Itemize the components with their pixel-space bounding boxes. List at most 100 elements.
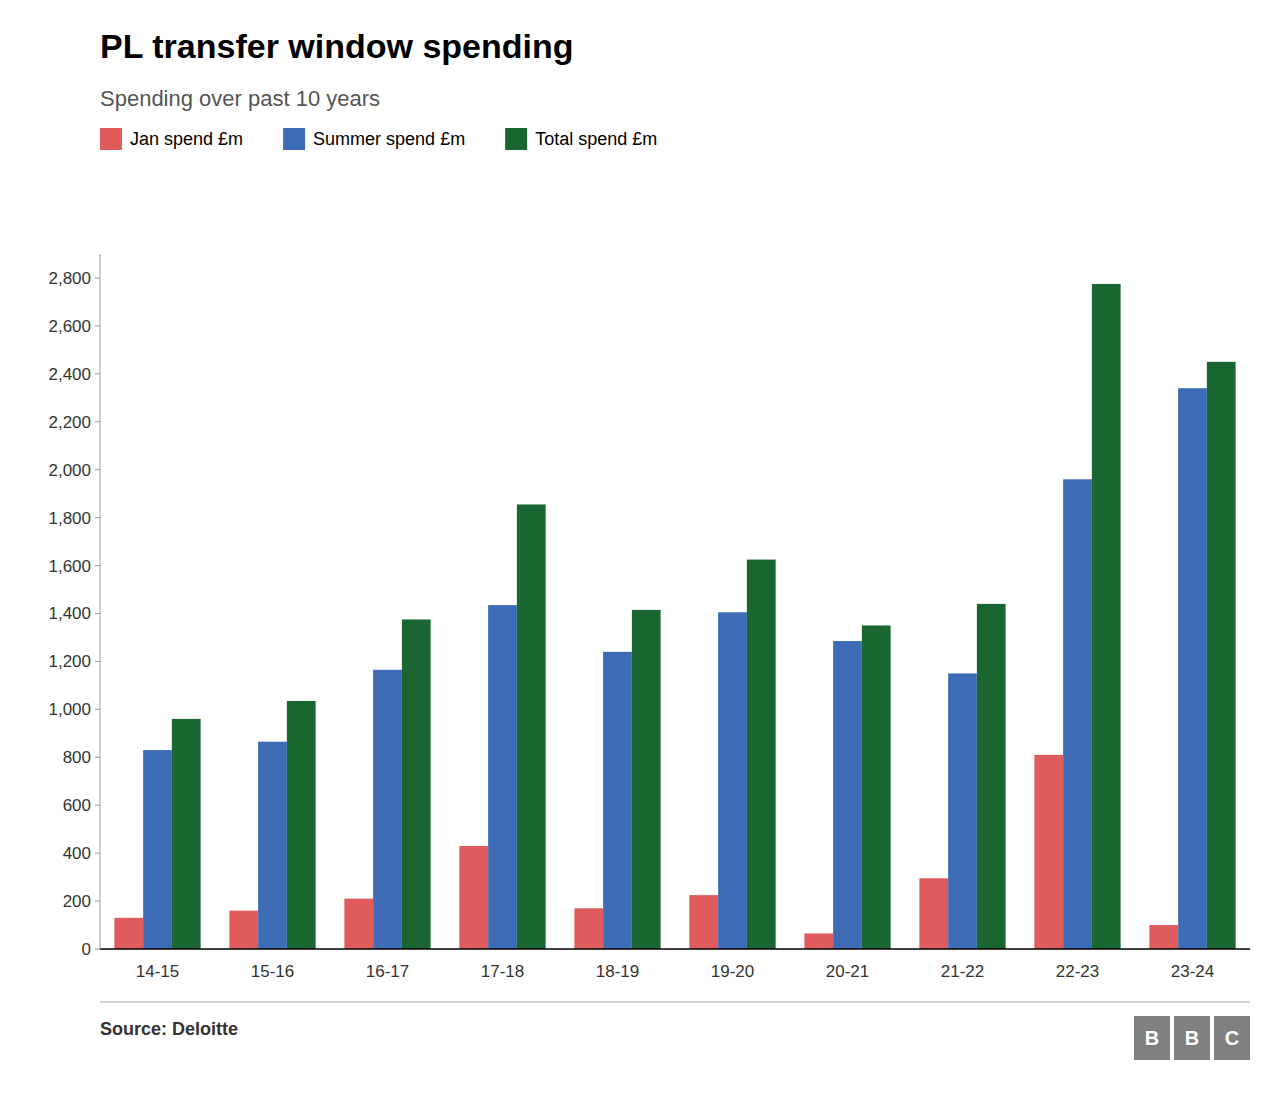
y-tick	[95, 661, 100, 662]
bar	[948, 673, 977, 949]
y-tick-label: 800	[63, 748, 91, 767]
chart-container: PL transfer window spending Spending over…	[0, 0, 1280, 1104]
x-tick-label: 22-23	[1056, 962, 1099, 981]
legend-label: Summer spend £m	[313, 129, 465, 149]
bar	[1207, 362, 1236, 949]
y-tick	[95, 469, 100, 470]
legend-item: Total spend £m	[505, 128, 657, 150]
y-tick-label: 2,800	[48, 269, 91, 288]
y-tick	[95, 901, 100, 902]
y-tick-label: 1,400	[48, 604, 91, 623]
bar	[287, 701, 316, 949]
bar	[143, 750, 172, 949]
y-tick-label: 2,000	[48, 461, 91, 480]
bar	[574, 908, 603, 949]
bar	[919, 878, 948, 949]
y-tick	[95, 373, 100, 374]
x-tick-label: 20-21	[826, 962, 869, 981]
legend-item: Jan spend £m	[100, 128, 243, 150]
x-tick-label: 16-17	[366, 962, 409, 981]
bar	[689, 895, 718, 949]
y-tick-label: 200	[63, 892, 91, 911]
y-tick-label: 2,600	[48, 317, 91, 336]
x-ticks: 14-15 15-16 16-17 17-18 18-19 19-20 20-21 21-22…	[136, 962, 1214, 981]
legend-label: Jan spend £m	[130, 129, 243, 149]
source: Source: Deloitte	[100, 1019, 238, 1039]
bar-series	[143, 388, 1207, 949]
y-tick	[95, 805, 100, 806]
y-tick-label: 0	[82, 940, 91, 959]
legend-label: Total spend £m	[535, 129, 657, 149]
logo-letter: C	[1225, 1027, 1239, 1049]
bar	[402, 619, 431, 949]
chart-svg: PL transfer window spending Spending over…	[0, 0, 1280, 1104]
bar	[344, 899, 373, 949]
logo-letter: B	[1185, 1027, 1199, 1049]
bar	[1034, 755, 1063, 949]
x-axis-line	[100, 948, 1250, 950]
y-tick-label: 600	[63, 796, 91, 815]
y-tick	[95, 613, 100, 614]
bar	[459, 846, 488, 949]
bar	[833, 641, 862, 949]
x-tick-label: 14-15	[136, 962, 179, 981]
y-tick	[95, 709, 100, 710]
bar	[1178, 388, 1207, 949]
bar	[172, 719, 201, 949]
y-tick	[95, 421, 100, 422]
bar	[1092, 284, 1121, 949]
bar	[229, 911, 258, 949]
y-tick-label: 400	[63, 844, 91, 863]
y-tick-label: 2,200	[48, 413, 91, 432]
bars	[114, 284, 1235, 949]
y-tick	[95, 853, 100, 854]
legend-item: Summer spend £m	[283, 128, 465, 150]
logo-box	[1214, 1016, 1250, 1060]
y-tick	[95, 949, 100, 950]
title: PL transfer window spending	[100, 27, 574, 65]
bar	[632, 610, 661, 949]
footer-separator	[100, 1002, 1250, 1003]
bar	[488, 605, 517, 949]
y-tick	[95, 517, 100, 518]
x-tick-label: 17-18	[481, 962, 524, 981]
legend: Jan spend £m Summer spend £m Total spend £…	[100, 128, 657, 150]
bar	[373, 670, 402, 949]
logo-box	[1174, 1016, 1210, 1060]
bar-series	[172, 284, 1236, 949]
subtitle: Spending over past 10 years	[100, 86, 380, 111]
bar	[603, 652, 632, 949]
x-tick-label: 23-24	[1171, 962, 1214, 981]
x-tick-label: 18-19	[596, 962, 639, 981]
y-tick	[95, 757, 100, 758]
y-tick	[95, 565, 100, 566]
y-tick-label: 1,600	[48, 557, 91, 576]
bar	[862, 625, 891, 949]
bar	[718, 612, 747, 949]
y-tick-label: 1,200	[48, 652, 91, 671]
logo-letter: B	[1145, 1027, 1159, 1049]
logo-box	[1134, 1016, 1170, 1060]
bar	[1149, 925, 1178, 949]
bar	[977, 604, 1006, 949]
bar	[517, 504, 546, 949]
legend-swatch	[100, 128, 122, 150]
y-tick	[95, 325, 100, 326]
x-tick-label: 15-16	[251, 962, 294, 981]
y-ticks: 0 200 400 600 800 1,000 1,200 1,400 1,600 1,800 2,…	[48, 269, 100, 959]
bar	[1063, 479, 1092, 949]
y-axis-line	[100, 254, 101, 949]
y-tick-label: 2,400	[48, 365, 91, 384]
x-tick-label: 21-22	[941, 962, 984, 981]
legend-swatch	[505, 128, 527, 150]
y-tick	[95, 277, 100, 278]
y-tick-label: 1,800	[48, 509, 91, 528]
legend-swatch	[283, 128, 305, 150]
x-tick-label: 19-20	[711, 962, 754, 981]
bar	[258, 742, 287, 949]
bar	[747, 560, 776, 949]
y-tick-label: 1,000	[48, 700, 91, 719]
bar	[804, 933, 833, 949]
logo: BBC	[1134, 1016, 1250, 1060]
bar	[114, 918, 143, 949]
